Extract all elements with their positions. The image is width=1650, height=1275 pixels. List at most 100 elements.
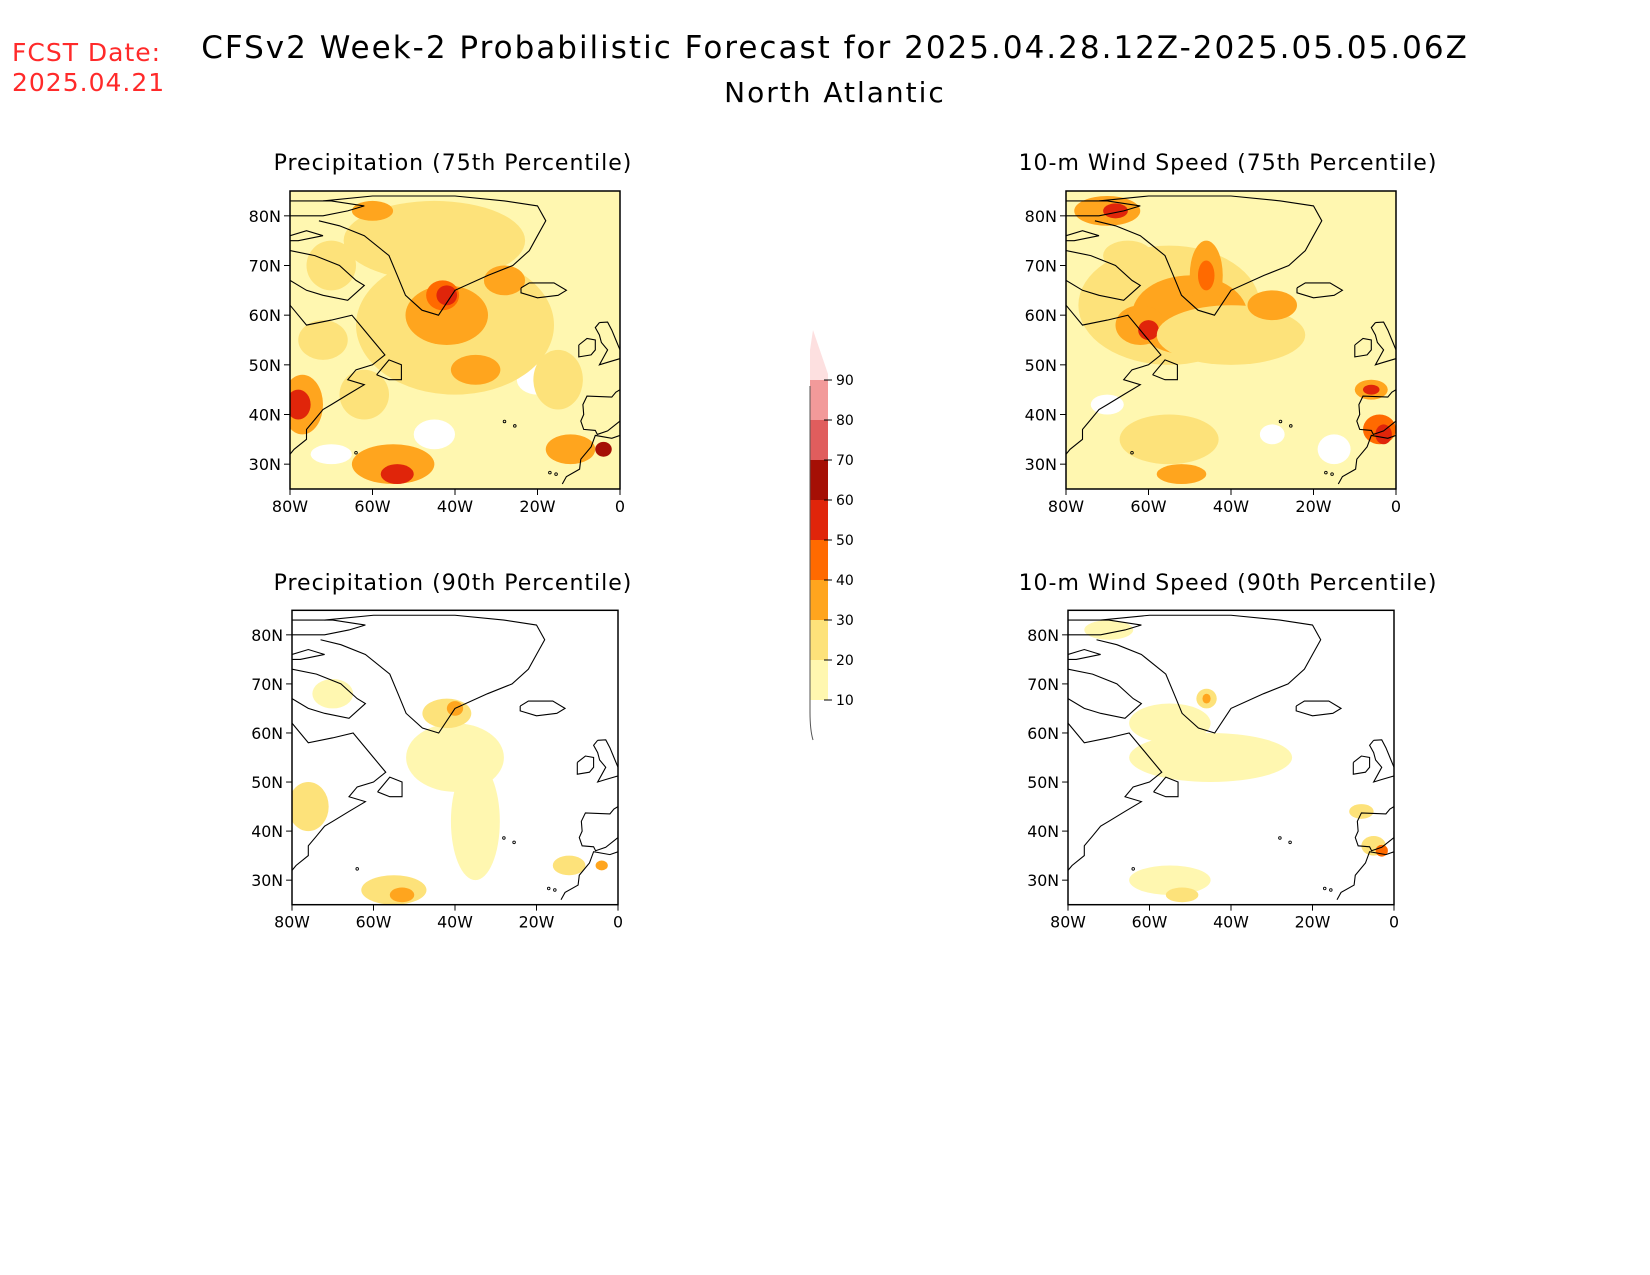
shade-region [343,200,526,281]
shade-region [405,285,488,345]
lat-tick-label: 70N [1027,675,1059,694]
map-wind-90: 80N 70N 60N 50N 40N 30N 80W 60W 40W 20W 0 [1027,609,1399,931]
lon-tick-label: 40W [437,912,473,931]
coastline [290,250,366,301]
island [1324,470,1328,475]
lat-tick-label: 60N [249,306,281,325]
island [1278,836,1282,840]
lon-tick-label: 20W [1295,497,1331,516]
lon-tick-label: 80W [1050,912,1086,931]
colorbar-swatch [810,660,828,700]
coastline [1066,230,1100,242]
colorbar-level-label: 20 [836,653,854,669]
shade-region [1363,384,1380,395]
island [1329,888,1333,892]
coastline [318,195,547,316]
shade-region [595,860,608,871]
coastline [576,755,595,775]
lon-tick-label: 0 [1391,497,1401,516]
coastline [520,282,568,299]
coastline [320,614,546,734]
colorbar-swatch [810,330,828,380]
lon-tick-label: 20W [519,497,555,516]
shade-region [1375,424,1392,445]
shade-region [1165,887,1199,903]
coastline [594,321,620,366]
shade-region [1247,290,1297,321]
lon-tick-label: 40W [1213,912,1249,931]
coastline [1066,250,1142,301]
shade-region [1198,260,1215,291]
lon-tick-label: 40W [437,497,473,516]
shade-region [1103,240,1153,271]
lat-tick-label: 50N [1025,356,1057,375]
colorbar: 10 20 30 40 50 60 70 80 90 [809,330,854,741]
colorbar-level-label: 50 [836,533,854,549]
lon-tick-label: 80W [274,912,310,931]
island [1131,867,1135,871]
shade-region [1129,732,1293,783]
lat-tick-label: 40N [1027,822,1059,841]
colorbar-level-label: 70 [836,453,854,469]
lat-tick-label: 30N [1025,455,1057,474]
colorbar-swatch [810,500,828,540]
island [513,424,517,428]
coastline [1296,282,1344,299]
shade-region [1103,203,1128,219]
shade-region [436,285,458,306]
island [512,840,516,845]
coastline [592,739,618,783]
lon-tick-label: 60W [1132,912,1168,931]
coastline [1354,337,1372,358]
shade-region [1138,320,1159,340]
lon-tick-label: 60W [356,912,392,931]
lat-tick-label: 40N [249,406,281,425]
map-wind-75: 80N 70N 60N 50N 40N 30N 80W 60W 40W 20W 0 [1025,190,1401,516]
coastline [1066,200,1141,217]
coastline [376,359,402,381]
lat-tick-label: 40N [251,822,283,841]
island [355,867,359,871]
shade-region [422,698,472,729]
island [1278,419,1283,424]
island [1289,424,1293,428]
island [553,888,557,892]
coastline [290,230,324,242]
shade-region [389,887,415,903]
colorbar-swatch [810,420,828,460]
shade-region [533,349,583,410]
shade-region [298,320,348,360]
coastline [292,648,325,660]
coastline [290,200,365,217]
island [554,472,558,476]
forecast-date-block: FCST Date: 2025.04.21 [12,38,165,98]
lat-tick-label: 80N [1025,207,1057,226]
lon-tick-label: 60W [354,497,390,516]
lat-tick-label: 80N [1027,626,1059,645]
coastline [1356,389,1396,436]
lat-tick-label: 50N [251,773,283,792]
lon-tick-label: 80W [272,497,308,516]
colorbar-swatch [810,620,828,660]
shade-region [483,265,526,296]
shade-region [595,441,612,457]
map-precip-90: 80N 70N 60N 50N 40N 30N 80W 60W 40W 20W 0 [251,609,623,931]
shade-region [1349,804,1374,819]
lat-tick-label: 60N [251,724,283,743]
coastline [1295,700,1343,717]
lat-tick-label: 30N [249,455,281,474]
lat-tick-label: 50N [1027,773,1059,792]
shade-region [1317,434,1351,465]
lon-tick-label: 0 [1389,912,1399,931]
lat-tick-label: 70N [249,257,281,276]
shade-region [312,678,354,709]
island [1330,472,1334,476]
lon-tick-label: 20W [1295,912,1331,931]
coastline [578,337,596,358]
shade-region [1259,424,1285,445]
coastline [1352,755,1371,775]
colorbar-level-label: 80 [836,413,854,429]
lat-tick-label: 70N [251,675,283,694]
shade-region [1202,693,1211,704]
forecast-date-label: FCST Date: [12,38,162,67]
